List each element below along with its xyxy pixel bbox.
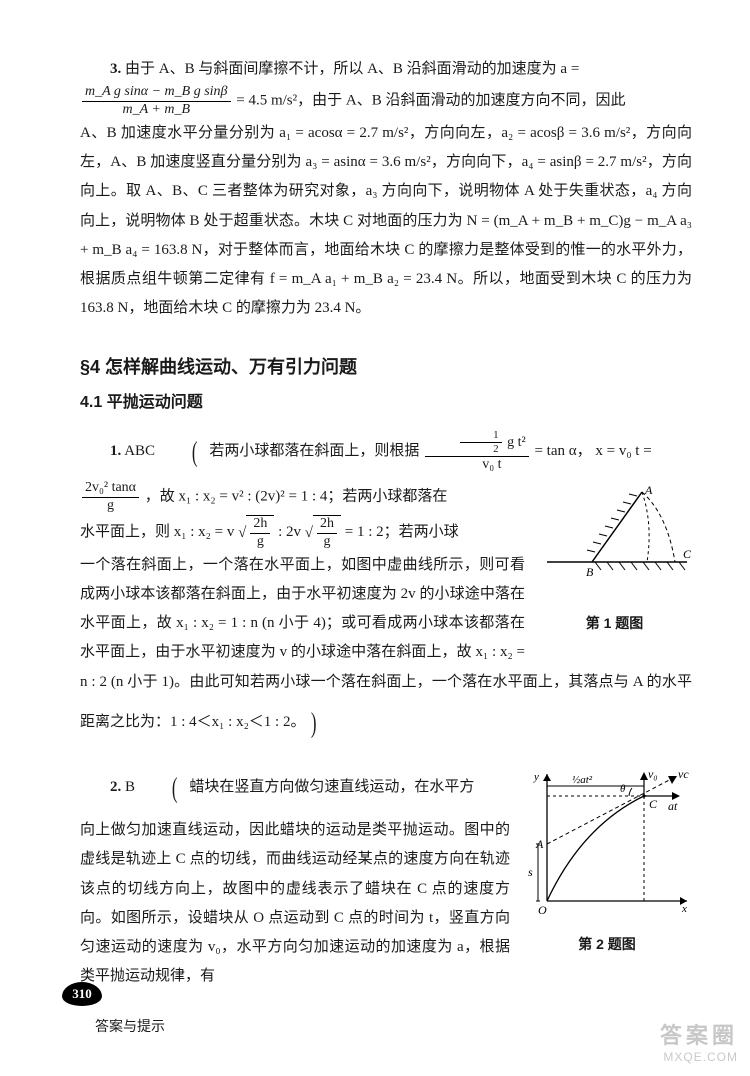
problem-1-line3c: = 1 : 2；若两小球 bbox=[345, 524, 459, 540]
svg-text:vc: vc bbox=[678, 767, 689, 781]
frac1-den: m_A + m_B bbox=[82, 102, 231, 119]
svg-text:v₀: v₀ bbox=[648, 767, 658, 781]
problem-1-answer: ABC bbox=[124, 443, 155, 459]
problem-2-open: 蜡块在竖直方向做匀速直线运动，在水平方 bbox=[189, 779, 474, 795]
frac1-num: m_A g sinα − m_B g sinβ bbox=[82, 84, 231, 102]
watermark-en: MXQE.COM bbox=[660, 1050, 738, 1064]
problem-3-body: A、B 加速度水平分量分别为 a₁ = acosα = 2.7 m/s²，方向向… bbox=[80, 119, 692, 324]
svg-text:O: O bbox=[538, 903, 547, 916]
figure-2: O A s C vc v₀ at ½at² θ x y 第 2 题图 bbox=[522, 766, 692, 959]
figure-2-caption: 第 2 题图 bbox=[522, 931, 692, 958]
svg-text:x: x bbox=[681, 903, 687, 915]
problem-3: 3. 由于 A、B 与斜面间摩擦不计，所以 A、B 沿斜面滑动的加速度为 a = bbox=[80, 55, 692, 84]
svg-text:s: s bbox=[528, 865, 533, 879]
svg-text:y: y bbox=[533, 771, 539, 783]
problem-1-f1: 1 2 g t² v₀ t bbox=[423, 429, 531, 474]
problem-3-frac1: m_A g sinα − m_B g sinβ m_A + m_B bbox=[80, 84, 233, 119]
svg-text:C: C bbox=[683, 547, 692, 561]
problem-1-line2a: ，故 x₁ : x₂ = v² : (2v)² = 1 : 4；若两小球都落在 bbox=[145, 489, 448, 505]
svg-text:A: A bbox=[535, 837, 544, 851]
page-number-badge: 310 bbox=[62, 982, 102, 1006]
figure-1: A B C 第 1 题图 bbox=[537, 484, 692, 637]
problem-2-answer: B bbox=[125, 779, 135, 795]
watermark-cn: 答案圈 bbox=[660, 1018, 738, 1050]
svg-text:C: C bbox=[649, 797, 658, 811]
svg-text:½at²: ½at² bbox=[572, 774, 593, 786]
sqrt-icon-2: 2hg bbox=[305, 515, 341, 551]
problem-1-eq1: = tan α， x = v₀ t = bbox=[534, 443, 651, 459]
figure-1-caption: 第 1 题图 bbox=[537, 610, 692, 637]
problem-1-open: 若两小球都落在斜面上，则根据 bbox=[209, 443, 423, 459]
footer-label: 答案与提示 bbox=[95, 1016, 165, 1036]
svg-text:at: at bbox=[668, 799, 678, 813]
problem-2: O A s C vc v₀ at ½at² θ x y 第 2 题图 2. B … bbox=[80, 762, 692, 992]
watermark: 答案圈 MXQE.COM bbox=[660, 1018, 738, 1064]
problem-2-label: 2. bbox=[110, 779, 121, 795]
svg-text:θ: θ bbox=[620, 783, 626, 795]
open-paren-icon: ( bbox=[174, 426, 198, 481]
subsection-title: 4.1 平抛运动问题 bbox=[80, 387, 692, 418]
problem-1: 1. ABC ( 若两小球都落在斜面上，则根据 1 2 g t² v₀ t = … bbox=[80, 426, 692, 752]
figure-2-svg: O A s C vc v₀ at ½at² θ x y bbox=[522, 766, 692, 916]
problem-3-label: 3. bbox=[110, 61, 121, 77]
sqrt-icon-1: 2hg bbox=[238, 515, 274, 551]
problem-1-head: 1. ABC ( 若两小球都落在斜面上，则根据 1 2 g t² v₀ t = … bbox=[80, 426, 692, 481]
problem-3-fracline: m_A g sinα − m_B g sinβ m_A + m_B = 4.5 … bbox=[80, 84, 692, 119]
problem-3-line1a: 由于 A、B 与斜面间摩擦不计，所以 A、B 沿斜面滑动的加速度为 a = bbox=[125, 61, 579, 77]
problem-1-line3a: 水平面上，则 x₁ : x₂ = v bbox=[80, 524, 234, 540]
svg-text:A: A bbox=[644, 484, 653, 497]
section-title: §4 怎样解曲线运动、万有引力问题 bbox=[80, 350, 692, 385]
figure-1-svg: A B C bbox=[537, 484, 692, 594]
problem-1-f2: 2v₀² tanα g bbox=[80, 480, 141, 515]
problem-3-line1b: = 4.5 m/s²，由于 A、B 沿斜面滑动的加速度方向不同，因此 bbox=[236, 93, 625, 109]
open-paren-icon-2: ( bbox=[154, 762, 178, 817]
close-paren-icon: ) bbox=[311, 697, 317, 752]
problem-1-label: 1. bbox=[110, 443, 121, 459]
svg-text:B: B bbox=[586, 565, 594, 579]
problem-1-line3b: : 2v bbox=[278, 524, 301, 540]
